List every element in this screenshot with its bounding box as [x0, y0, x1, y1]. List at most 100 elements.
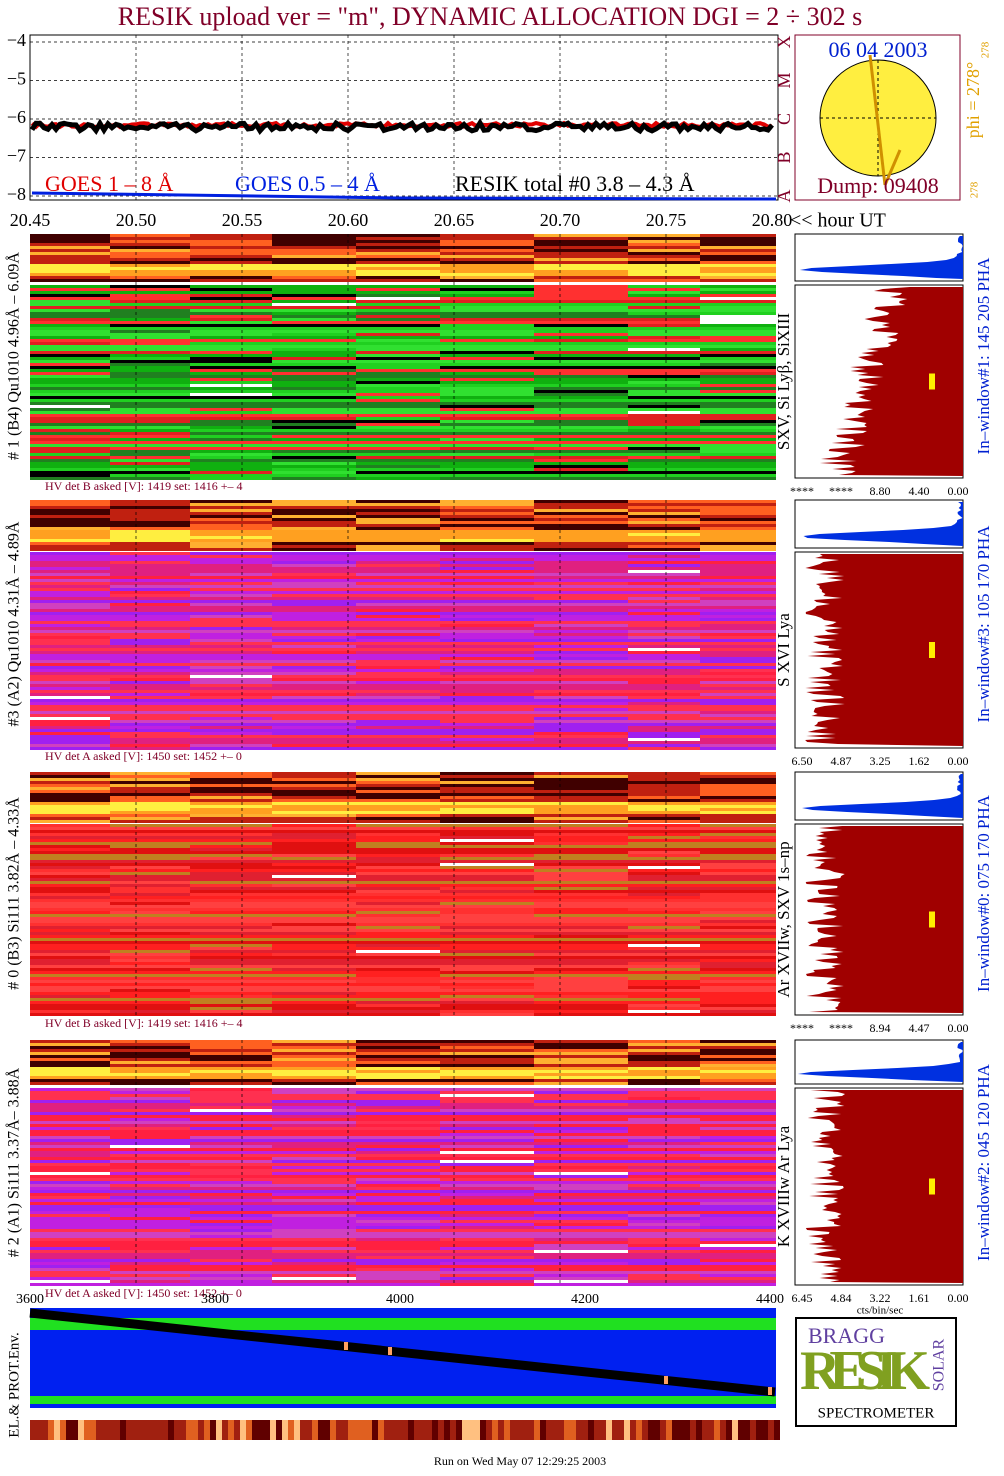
spectrum-cell [272, 1172, 356, 1175]
band-cell [700, 820, 776, 823]
spectrum-cell [110, 738, 190, 741]
spectrum-cell [700, 1217, 776, 1220]
spectrum-cell [628, 914, 700, 917]
spectrum-cell [440, 360, 534, 363]
band-cell [272, 1040, 356, 1043]
band-cell [700, 781, 776, 784]
spectrum-cell [700, 645, 776, 648]
env-spectrum-cell [300, 1420, 306, 1440]
env-spectrum-cell [294, 1420, 300, 1440]
spectrum-cell [356, 402, 440, 405]
spectrum-cell [30, 1178, 110, 1181]
env-spectrum-cell [258, 1420, 264, 1440]
spectrum-cell [534, 1274, 628, 1277]
env-spectrum-cell [366, 1420, 372, 1440]
band-cell [190, 775, 272, 778]
band-cell [440, 249, 534, 252]
spectrum-cell [356, 1244, 440, 1247]
spectrum-cell [700, 974, 776, 977]
band-cell [30, 805, 110, 808]
spectrum-cell [628, 618, 700, 621]
band-cell [110, 802, 190, 805]
band-cell [440, 276, 534, 279]
spectrum-cell [190, 669, 272, 672]
band-cell [30, 252, 110, 255]
spectrum-cell [110, 441, 190, 444]
spectrum-cell [700, 860, 776, 863]
spectrum-cell [700, 552, 776, 555]
spectrum-cell [440, 309, 534, 312]
spectrum-cell [700, 714, 776, 717]
spectrum-cell [700, 312, 776, 315]
spectrum-cell [110, 312, 190, 315]
spectrum-cell [534, 1133, 628, 1136]
spectrum-cell [700, 1160, 776, 1163]
spectrum-cell [356, 1103, 440, 1106]
spectrum-cell [700, 1190, 776, 1193]
spectrum-cell [534, 414, 628, 417]
spectrum-cell [356, 953, 440, 956]
spectrum-cell [110, 1253, 190, 1256]
spectrum-cell [272, 306, 356, 309]
spectrum-cell [700, 711, 776, 714]
band-cell [190, 512, 272, 515]
spectrum-cell [110, 315, 190, 318]
spectrum-cell [440, 1280, 534, 1283]
band-cell [440, 799, 534, 802]
spectrum-cell [356, 459, 440, 462]
band-cell [628, 264, 700, 267]
spectrum-cell [190, 558, 272, 561]
spectrum-cell [30, 893, 110, 896]
env-spectrum-cell [60, 1420, 66, 1440]
band-cell [700, 772, 776, 775]
spectrum-cell [356, 663, 440, 666]
spectrum-cell [534, 1001, 628, 1004]
band-cell [30, 1070, 110, 1073]
spectrum-cell [440, 929, 534, 932]
spectrum-cell [534, 848, 628, 851]
spectrum-cell [110, 555, 190, 558]
spectrum-cell [190, 1013, 272, 1016]
band-cell [30, 515, 110, 518]
spectrum-cell [110, 321, 190, 324]
spectrum-cell [30, 564, 110, 567]
spectrum-cell [440, 1229, 534, 1232]
band-cell [272, 264, 356, 267]
spectrum-cell [110, 1238, 190, 1241]
spectrum-cell [110, 624, 190, 627]
spectrum-cell [440, 884, 534, 887]
spectrum-cell [272, 1238, 356, 1241]
spectrum-cell [110, 720, 190, 723]
env-spectrum-cell [198, 1420, 204, 1440]
spectrum-cell [356, 890, 440, 893]
spectrum-cell [30, 654, 110, 657]
spectrum-cell [272, 621, 356, 624]
spectrum-cell [534, 411, 628, 414]
sun-dump: Dump: 09408 [817, 173, 939, 198]
spectrum-cell [700, 435, 776, 438]
spectrum-cell [272, 1244, 356, 1247]
spectrum-cell [628, 980, 700, 983]
spectrum-cell [30, 911, 110, 914]
spectrum-cell [272, 744, 356, 747]
band-cell [356, 814, 440, 817]
spectrum-cell [190, 926, 272, 929]
spectrum-cell [272, 474, 356, 477]
spectrum-cell [440, 321, 534, 324]
spectrum-cell [700, 1208, 776, 1211]
spectrum-cell [440, 1001, 534, 1004]
spectrum-cell [190, 875, 272, 878]
band-cell [30, 500, 110, 503]
spectrum-cell [440, 444, 534, 447]
spectrum-cell [356, 597, 440, 600]
sun-phi: phi = 278° [963, 62, 983, 138]
spectrum-cell [110, 561, 190, 564]
env-spectrum-cell [306, 1420, 312, 1440]
spectrum-cell [356, 1007, 440, 1010]
spectrum-cell [190, 432, 272, 435]
spectrum-cell [356, 687, 440, 690]
spectrum-cell [190, 342, 272, 345]
env-spectrum-cell [564, 1420, 570, 1440]
spectrum-cell [700, 567, 776, 570]
spectrum-cell [628, 1244, 700, 1247]
